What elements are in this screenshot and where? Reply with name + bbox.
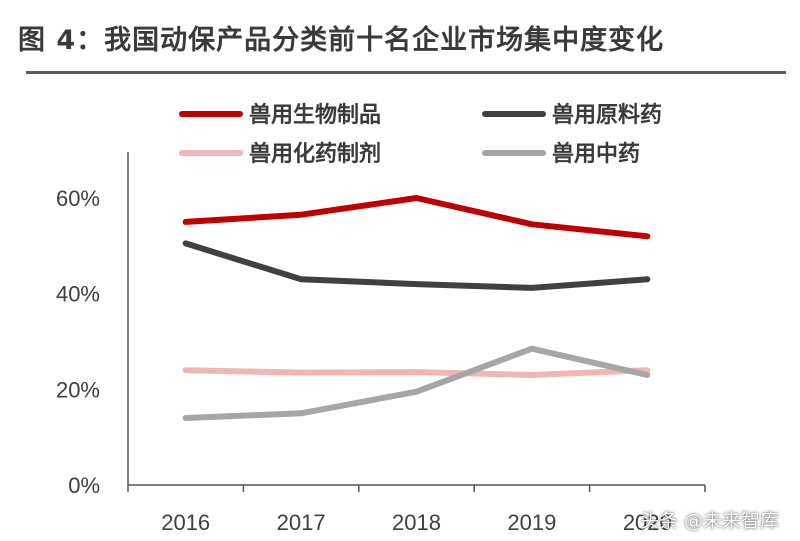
legend-label-1: 兽用原料药: [552, 102, 662, 128]
y-tick-label: 60%: [56, 186, 100, 211]
series-line-1: [182, 240, 651, 291]
legend-label-2: 兽用化药制剂: [249, 141, 381, 167]
legend-label-0: 兽用生物制品: [249, 102, 381, 128]
y-tick-label: 20%: [56, 377, 100, 402]
series-line-2: [182, 367, 651, 378]
series-line-3: [182, 345, 651, 421]
x-tick-label: 2019: [507, 510, 556, 535]
title-divider: [26, 71, 786, 74]
x-tick-label: 2016: [161, 510, 210, 535]
y-tick-label: 40%: [56, 282, 100, 307]
series-line-0: [182, 195, 651, 240]
x-tick-label: 2020: [623, 510, 672, 535]
legend-label-3: 兽用中药: [552, 141, 640, 167]
x-tick-label: 2018: [392, 510, 441, 535]
y-tick-label: 0%: [68, 473, 100, 498]
x-tick-label: 2017: [277, 510, 326, 535]
chart-title: 图 4：我国动保产品分类前十名企业市场集中度变化: [18, 25, 665, 56]
watermark: 头条 @未来智库: [640, 510, 780, 532]
